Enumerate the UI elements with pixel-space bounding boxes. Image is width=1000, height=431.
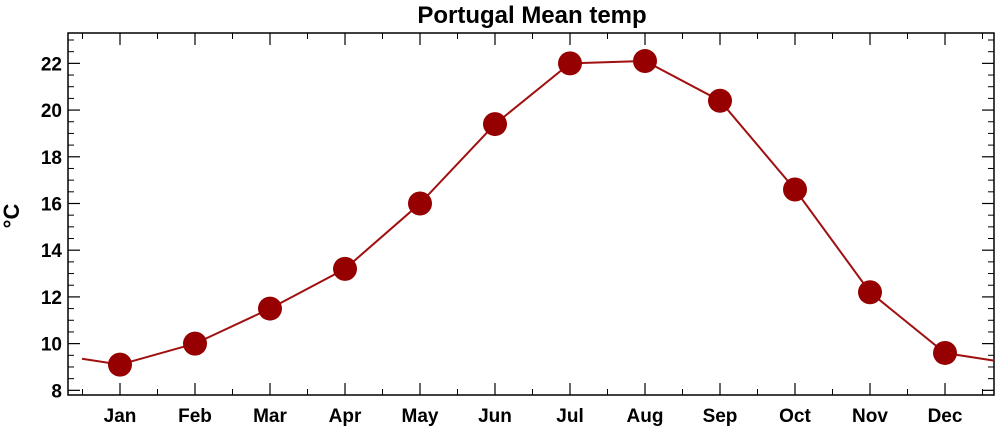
data-point-aug	[633, 49, 657, 74]
chart-title: Portugal Mean temp	[417, 2, 646, 29]
data-point-nov	[858, 280, 882, 305]
x-tick-label: May	[402, 406, 439, 427]
data-point-apr	[333, 256, 357, 281]
data-point-jun	[483, 112, 507, 137]
plot-frame	[67, 32, 995, 396]
x-tick-label: Aug	[627, 406, 664, 427]
series-temperature	[81, 49, 995, 377]
axis-ticks	[68, 33, 994, 395]
data-point-oct	[783, 177, 807, 202]
y-tick-label: 22	[41, 54, 62, 75]
x-tick-label: Oct	[779, 406, 811, 427]
data-point-mar	[258, 296, 282, 321]
y-tick-label: 18	[41, 148, 62, 169]
y-tick-label: 14	[41, 241, 63, 262]
x-tick-label: Jan	[104, 406, 137, 427]
x-tick-label: Dec	[928, 406, 963, 427]
y-axis-label: °C	[0, 204, 24, 229]
x-tick-label: Jul	[556, 406, 583, 427]
x-tick-label: Sep	[703, 406, 738, 427]
data-point-dec	[933, 340, 957, 365]
data-point-jan	[108, 352, 132, 377]
y-tick-label: 8	[51, 381, 62, 402]
series-line	[81, 59, 995, 366]
x-tick-labels: Jan Feb Mar Apr May Jun Jul Aug Sep Oct Nov Dec	[104, 406, 963, 427]
data-point-sep	[708, 88, 732, 113]
x-tick-label: Mar	[253, 406, 287, 427]
x-tick-label: Feb	[178, 406, 212, 427]
x-tick-label: Nov	[852, 406, 888, 427]
y-tick-label: 16	[41, 194, 62, 215]
y-tick-label: 10	[41, 335, 62, 356]
data-point-feb	[183, 331, 207, 356]
y-tick-label: 12	[41, 288, 62, 309]
x-tick-label: Jun	[478, 406, 512, 427]
data-point-jul	[558, 51, 582, 76]
y-tick-label: 20	[41, 101, 62, 122]
x-tick-label: Apr	[329, 406, 362, 427]
y-tick-labels: 8 10 12 14 16 18 20 22	[41, 54, 63, 402]
data-point-may	[408, 191, 432, 216]
